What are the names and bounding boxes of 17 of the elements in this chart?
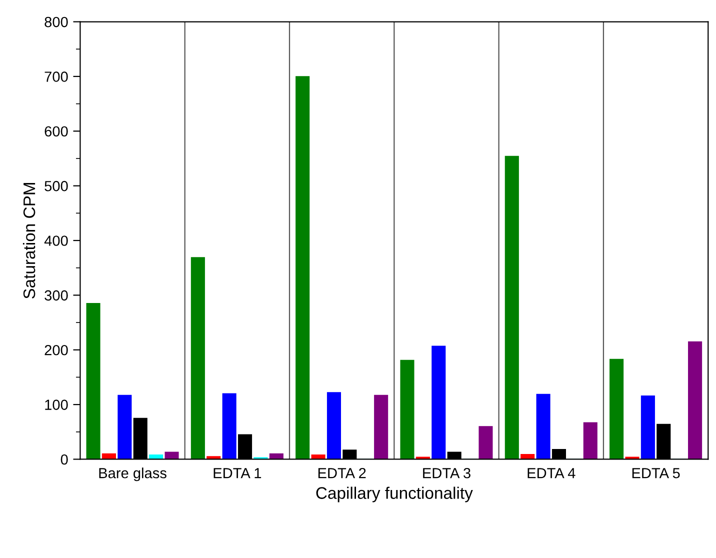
y-tick-label: 700 <box>44 72 68 82</box>
x-tick-label: EDTA 4 <box>528 468 576 478</box>
y-tick-label: 600 <box>44 126 68 137</box>
x-tick-label: EDTA 2 <box>318 468 366 478</box>
x-tick-label: Bare glass <box>99 468 166 482</box>
y-tick-label: 300 <box>44 290 68 301</box>
y-axis-title: Saturation CPM <box>22 183 36 299</box>
y-tick-label: 500 <box>44 180 68 192</box>
y-tick-label: 100 <box>45 400 68 410</box>
y-tick-label: 0 <box>60 454 68 465</box>
x-tick-label: EDTA 3 <box>423 468 470 478</box>
y-tick-label: 200 <box>44 344 68 356</box>
y-tick-label: 400 <box>44 236 68 246</box>
x-tick-label: EDTA 1 <box>214 468 262 478</box>
x-axis-title: Capillary functionality <box>316 486 473 502</box>
x-tick-label: EDTA 5 <box>632 468 680 478</box>
y-tick-label: 800 <box>44 16 68 28</box>
